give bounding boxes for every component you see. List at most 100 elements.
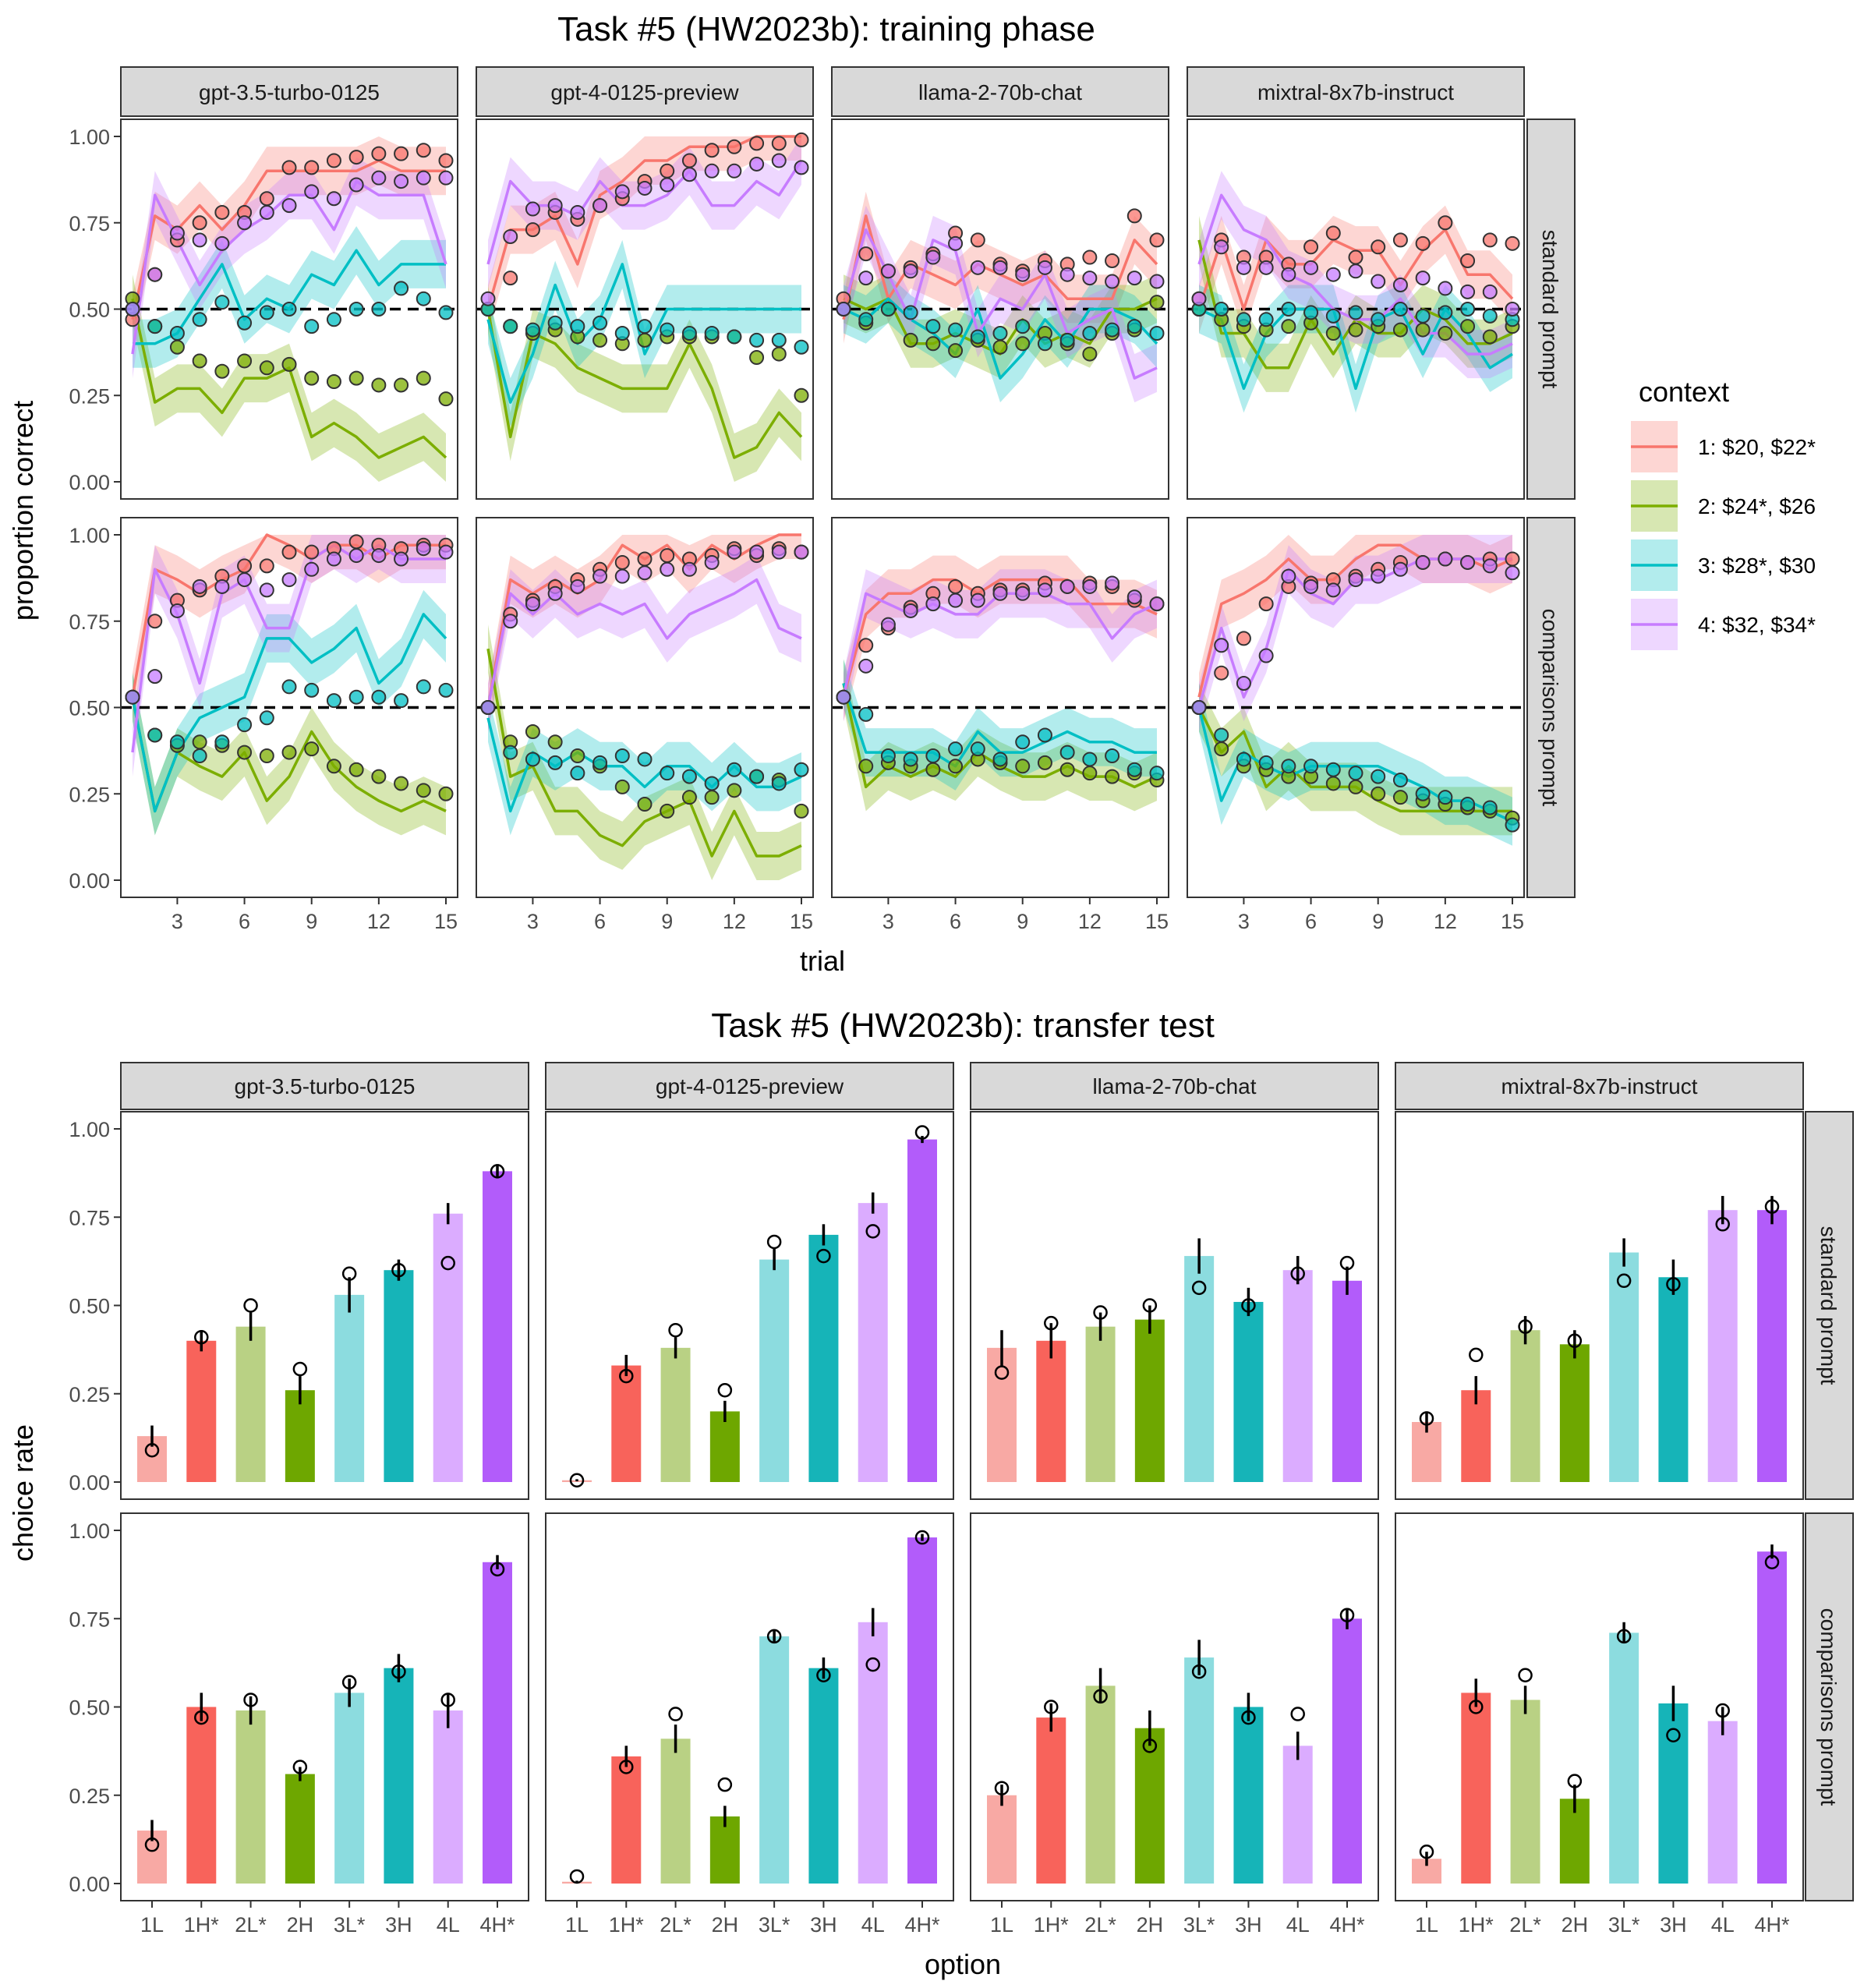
legend-label-context-1: 1: $20, $22* [1698,435,1816,459]
data-point-context-2 [416,370,431,386]
data-point-context-3 [1371,312,1386,327]
data-point-context-4 [525,596,540,612]
data-point-context-3 [660,766,675,781]
data-point-context-3 [592,755,608,770]
data-point-context-4 [771,544,787,560]
legend-label-context-3: 3: $28*, $30 [1698,554,1816,578]
observed-point-3h [1241,1710,1256,1725]
data-point-context-4 [637,565,653,581]
panel-border [1395,1512,1804,1901]
data-point-context-3 [925,319,941,334]
data-point-context-4 [771,153,787,168]
data-point-context-3 [547,315,563,331]
x-tick-label-2l: 2L* [660,1913,691,1937]
bar-2l [660,1347,691,1482]
observed-point-2l [243,1693,258,1707]
training-facet-label-llama-2-70b-chat: llama-2-70b-chat [918,80,1082,104]
data-point-context-1 [1438,215,1453,231]
transfer-panel-gpt-3-5-turbo-0125-standard-prompt [120,1111,529,1500]
observed-point-1l [994,1365,1010,1380]
bar-4l [1282,1270,1313,1482]
legend-label-context-4: 4: $32, $34* [1698,613,1816,637]
data-point-context-4 [438,544,454,560]
bar-2h [1134,1728,1165,1884]
training-panel-mixtral-8x7b-instruct-comparisons-prompt [1187,517,1525,898]
observed-point-2h [1567,1774,1583,1788]
data-point-context-4 [1258,260,1274,275]
panel-border [831,517,1169,898]
data-point-context-4 [1415,271,1431,286]
data-point-context-1 [637,551,653,567]
observed-point-1l [144,1442,160,1458]
data-point-context-4 [614,184,630,200]
observed-point-3h [816,1248,831,1264]
transfer-test-title: Task #5 (HW2023b): transfer test [711,1006,1215,1045]
observed-point-1h [1469,1347,1484,1363]
training-facet-strip-gpt-4-0125-preview [476,66,814,117]
observed-point-1h [1469,1700,1484,1714]
data-point-context-1 [1460,253,1476,268]
data-point-context-2 [1082,766,1098,781]
data-point-context-3 [1214,302,1229,317]
data-point-context-4 [1281,568,1296,584]
data-point-context-4 [304,184,320,200]
confidence-band-context-2 [488,285,801,482]
x-tick-label-1l: 1L [140,1913,164,1937]
data-point-context-3 [438,682,454,698]
observed-point-3h [816,1668,831,1682]
data-point-context-3 [794,339,809,355]
x-tick-label-4h: 4H* [1329,1913,1365,1937]
data-point-context-1 [326,153,341,168]
data-point-context-2 [371,377,387,393]
data-point-context-3 [1281,302,1296,317]
data-point-context-4 [1482,558,1498,574]
confidence-band-context-3 [133,226,446,368]
data-point-context-1 [1258,596,1274,612]
data-point-context-2 [438,391,454,407]
data-point-context-3 [1236,752,1251,767]
observed-point-1l [994,1781,1010,1795]
x-tick-label: 6 [950,910,961,933]
observed-point-2h [1142,1298,1158,1313]
data-point-context-4 [416,541,431,557]
data-point-context-3 [1505,817,1520,833]
data-point-context-2 [1281,319,1296,334]
x-tick-label-1l: 1L [1415,1913,1438,1937]
data-point-context-1 [1482,232,1498,248]
x-tick-label-4l: 4L [437,1913,460,1937]
series-line-context-4 [842,228,1158,380]
data-point-context-1 [214,204,230,220]
data-point-context-2 [1149,295,1165,310]
data-point-context-1 [237,558,253,574]
transfer-facet-label-mixtral-8x7b-instruct: mixtral-8x7b-instruct [1501,1074,1697,1098]
data-point-context-3 [903,752,918,767]
data-point-context-3 [1325,308,1341,324]
data-point-context-4 [169,603,185,618]
data-point-context-2 [681,790,697,805]
data-point-context-4 [304,561,320,577]
data-point-context-1 [681,153,697,168]
data-point-context-1 [704,143,720,158]
data-point-context-1 [438,153,454,168]
data-point-context-3 [570,319,585,334]
data-point-context-2 [794,803,809,819]
panel-background [1395,1513,1803,1901]
data-point-context-2 [749,350,765,366]
y-tick-label: 1.00 [69,1118,110,1141]
data-point-context-3 [1348,305,1363,320]
x-tick-label: 15 [1501,910,1524,933]
data-point-context-3 [237,717,253,733]
training-panel-llama-2-70b-chat-standard-prompt [831,119,1169,500]
series-line-context-3 [1198,307,1513,391]
data-point-context-3 [304,682,320,698]
data-point-context-4 [880,264,896,279]
training-phase-title: Task #5 (HW2023b): training phase [557,10,1095,48]
data-point-context-4 [1303,260,1319,275]
data-point-context-2 [237,745,253,760]
data-point-context-3 [416,679,431,695]
y-tick-label: 0.50 [69,697,110,720]
data-point-context-2 [1438,326,1453,341]
observed-point-1l [144,1837,160,1852]
data-point-context-1 [948,578,964,594]
panel-border [1187,517,1525,898]
